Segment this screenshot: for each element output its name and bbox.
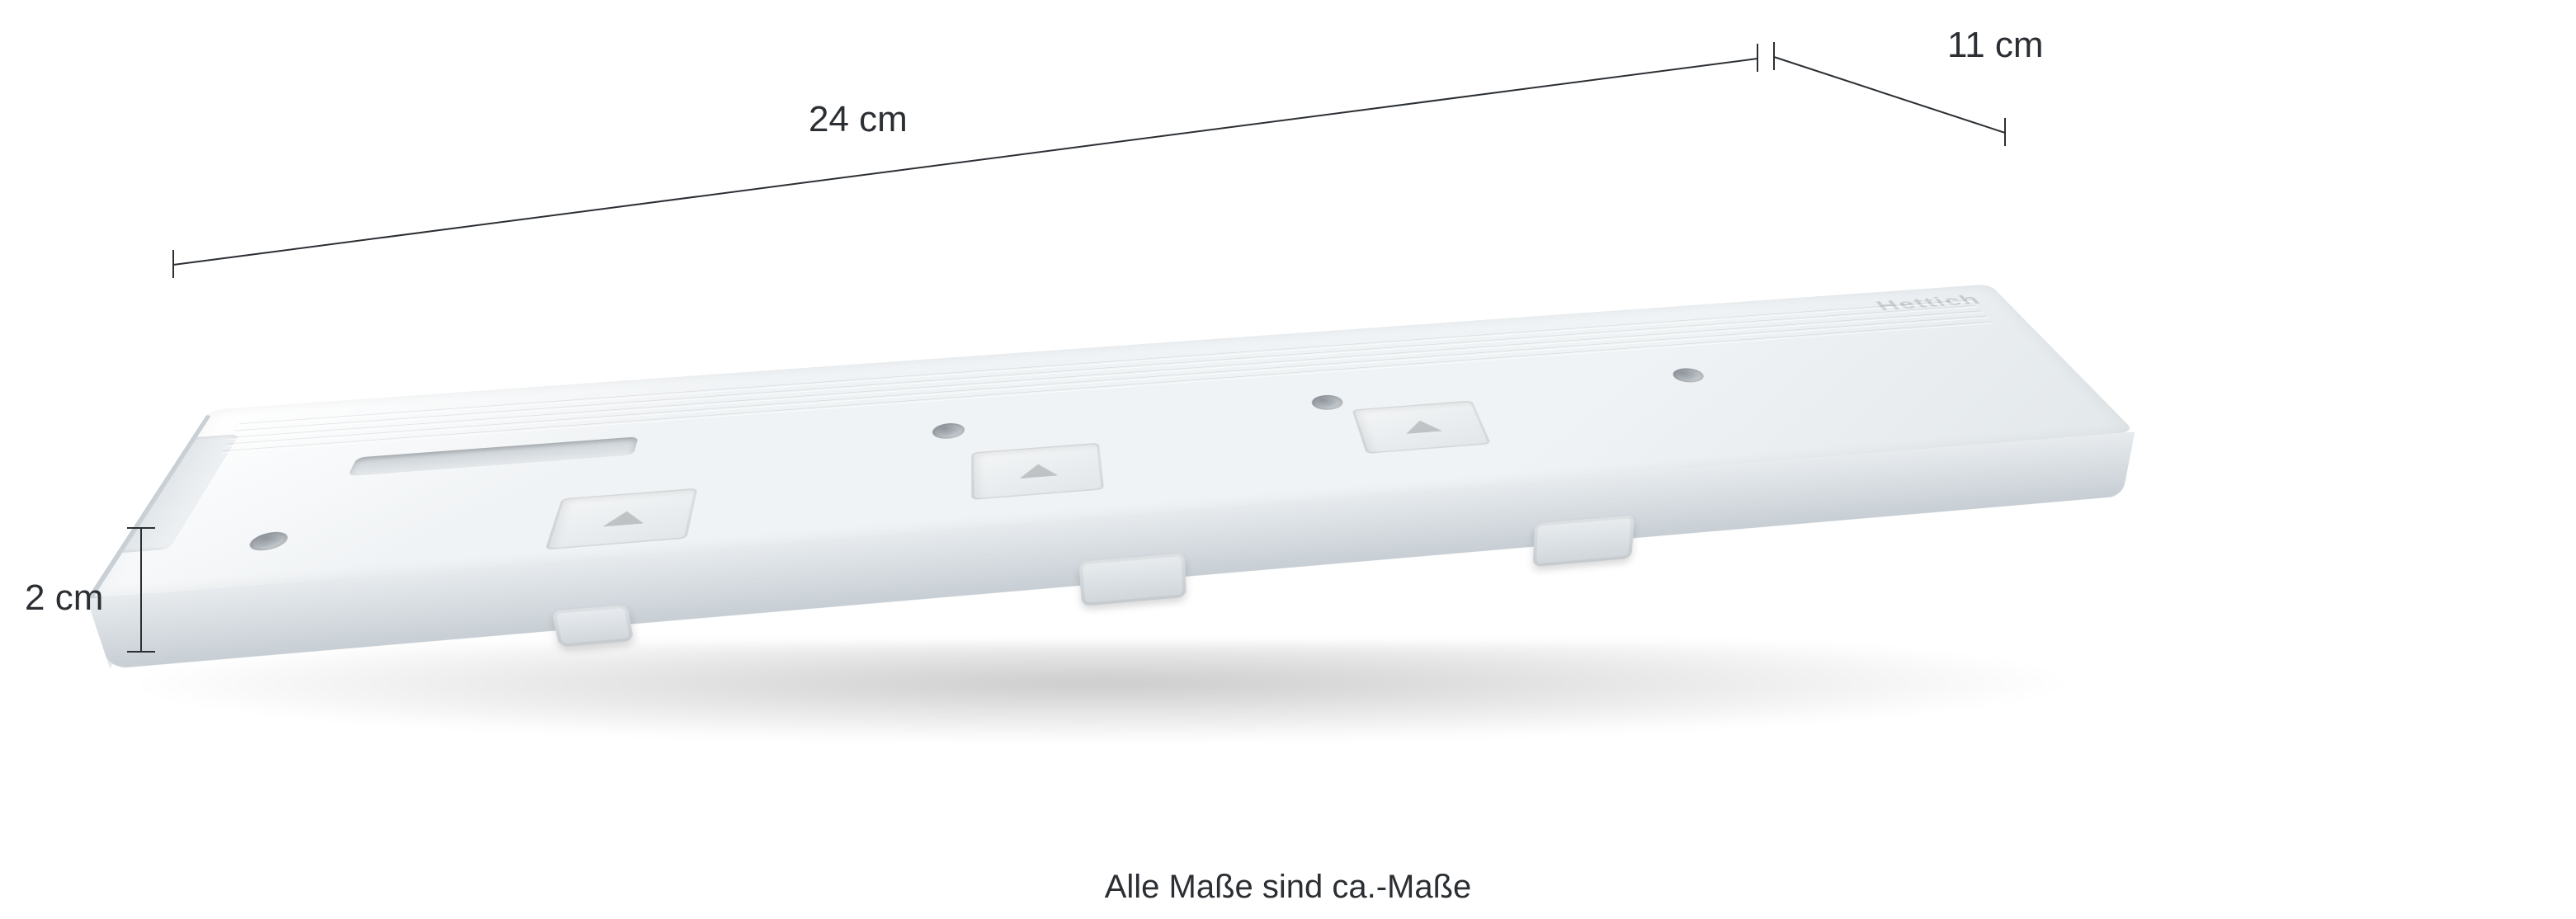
top-groove: [226, 316, 1986, 445]
arrow-icon: [602, 509, 647, 526]
dimension-width-label: 11 cm: [1947, 25, 2044, 66]
arrow-icon: [1019, 463, 1058, 478]
top-groove: [231, 310, 1982, 437]
dim-tick: [1757, 44, 1758, 72]
dimension-length-label: 24 cm: [809, 99, 908, 140]
top-groove: [235, 305, 1976, 431]
arrow-icon: [1402, 419, 1442, 434]
label-pad: [971, 443, 1104, 500]
top-ridge: [221, 323, 1993, 453]
screw-hole: [245, 530, 291, 552]
label-pad: [545, 488, 698, 549]
dim-bar: [1774, 56, 2006, 134]
top-ridge: [229, 312, 1983, 440]
top-groove: [222, 321, 1992, 451]
screw-hole: [1669, 367, 1707, 383]
front-tab: [1533, 515, 1635, 567]
product-plate: Hettich: [87, 284, 2135, 598]
top-ridge: [225, 318, 1989, 447]
front-tab: [1078, 553, 1187, 606]
dim-tick: [2004, 118, 2006, 146]
screw-hole: [932, 422, 965, 440]
dim-tick: [127, 651, 155, 653]
dim-bar: [173, 58, 1757, 266]
left-notch: [111, 434, 239, 554]
top-slot: [347, 436, 639, 476]
label-pad: [1352, 401, 1491, 455]
screw-hole: [1310, 394, 1345, 411]
top-ridge: [238, 301, 1973, 427]
dimension-height-label: 2 cm: [25, 577, 103, 619]
dim-bar: [140, 528, 142, 652]
front-tab: [552, 605, 635, 648]
top-groove: [239, 299, 1971, 424]
top-ridge: [234, 307, 1978, 433]
product: Hettich: [215, 247, 2112, 709]
dimensions-caption: Alle Maße sind ca.-Maße: [0, 869, 2576, 906]
figure-root: Hettich 24 cm 11 cm 2 cm Alle Maße sind …: [0, 0, 2576, 919]
